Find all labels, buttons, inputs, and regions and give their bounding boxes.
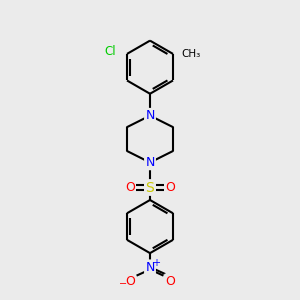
Text: O: O xyxy=(125,181,135,194)
Text: N: N xyxy=(145,261,155,274)
Text: O: O xyxy=(165,181,175,194)
Text: N: N xyxy=(145,156,155,169)
Text: CH₃: CH₃ xyxy=(182,49,201,59)
Text: S: S xyxy=(146,181,154,194)
Text: −: − xyxy=(119,279,127,289)
Text: N: N xyxy=(145,109,155,122)
Text: O: O xyxy=(165,275,175,288)
Text: O: O xyxy=(125,275,135,288)
Text: Cl: Cl xyxy=(104,45,116,58)
Text: +: + xyxy=(152,258,160,268)
